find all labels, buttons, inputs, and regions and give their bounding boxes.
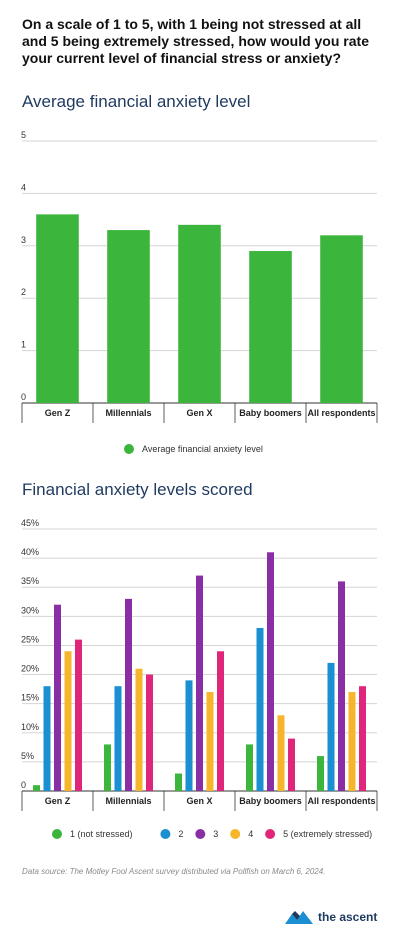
bar-3-millennials bbox=[125, 598, 132, 791]
y-tick-label: 30% bbox=[21, 605, 39, 615]
y-tick-label: 3 bbox=[21, 235, 26, 245]
x-category-label: Millennials bbox=[105, 408, 151, 418]
legend-marker-average-financial-anxiety-level bbox=[124, 444, 134, 454]
y-tick-label: 1 bbox=[21, 340, 26, 350]
x-category-label: Millennials bbox=[105, 796, 151, 806]
legend-marker-5-extremely-stressed bbox=[265, 829, 276, 839]
bar-4-baby-boomers bbox=[277, 715, 285, 791]
bar-2-millennials bbox=[114, 686, 122, 791]
chart-2-title: Financial anxiety levels scored bbox=[22, 480, 253, 499]
legend-marker-1-not-stressed bbox=[52, 829, 62, 839]
bar-4-gen-x bbox=[206, 692, 214, 791]
y-tick-label: 25% bbox=[21, 634, 39, 644]
y-tick-label: 35% bbox=[21, 576, 39, 586]
bar-1-not-stressed-millennials bbox=[104, 744, 111, 791]
bar-1-not-stressed-baby-boomers bbox=[246, 744, 253, 791]
x-category-label: Gen X bbox=[186, 408, 212, 418]
bar-3-all-respondents bbox=[338, 581, 345, 791]
bar-2-baby-boomers bbox=[256, 627, 264, 791]
bar-3-gen-z bbox=[54, 604, 61, 791]
y-tick-label: 15% bbox=[21, 693, 39, 703]
average-anxiety-chart: 0 1 2 3 4 5 Gen Z Millennials Gen X Baby boomers A… bbox=[21, 130, 378, 454]
bar-5-extremely-stressed-gen-z bbox=[75, 639, 82, 791]
bar-2-gen-x bbox=[185, 680, 193, 791]
bar-average-financial-anxiety-level-gen-z bbox=[36, 214, 79, 403]
y-tick-label: 0 bbox=[21, 780, 26, 790]
logo-text: the ascent bbox=[318, 910, 378, 924]
bar-4-gen-z bbox=[64, 651, 72, 791]
legend-label-5-extremely-stressed: 5 (extremely stressed) bbox=[283, 829, 372, 839]
x-category-label: Gen Z bbox=[45, 796, 71, 806]
legend-label-average-financial-anxiety-level: Average financial anxiety level bbox=[142, 444, 263, 454]
x-category-label: Gen Z bbox=[45, 408, 71, 418]
bar-5-extremely-stressed-all-respondents bbox=[359, 686, 366, 791]
bar-average-financial-anxiety-level-all-respondents bbox=[320, 235, 363, 403]
x-category-label: Gen X bbox=[186, 796, 212, 806]
data-source-note: Data source: The Motley Fool Ascent surv… bbox=[22, 867, 326, 876]
x-category-label: All respondents bbox=[307, 408, 375, 418]
y-tick-label: 5 bbox=[21, 130, 26, 140]
bar-2-all-respondents bbox=[327, 662, 335, 791]
bar-average-financial-anxiety-level-baby-boomers bbox=[249, 251, 292, 403]
the-ascent-logo: the ascent bbox=[284, 909, 377, 925]
y-tick-label: 10% bbox=[21, 722, 39, 732]
y-tick-label: 2 bbox=[21, 287, 26, 297]
bar-1-not-stressed-all-respondents bbox=[317, 756, 324, 791]
bar-average-financial-anxiety-level-gen-x bbox=[178, 224, 221, 403]
y-tick-label: 20% bbox=[21, 664, 39, 674]
legend-marker-3 bbox=[195, 829, 206, 839]
y-tick-label: 0 bbox=[21, 392, 26, 402]
legend-label-3: 3 bbox=[213, 829, 218, 839]
bar-5-extremely-stressed-baby-boomers bbox=[288, 738, 295, 791]
bar-1-not-stressed-gen-z bbox=[33, 785, 40, 791]
bar-5-extremely-stressed-millennials bbox=[146, 674, 153, 791]
ascent-logo-icon bbox=[285, 911, 313, 924]
legend-marker-2 bbox=[160, 829, 171, 839]
legend-label-4: 4 bbox=[248, 829, 253, 839]
y-tick-label: 40% bbox=[21, 547, 39, 557]
bar-3-gen-x bbox=[196, 575, 203, 791]
y-tick-label: 5% bbox=[21, 751, 34, 761]
x-category-label: All respondents bbox=[307, 796, 375, 806]
legend-label-2: 2 bbox=[178, 829, 183, 839]
bar-5-extremely-stressed-gen-x bbox=[217, 651, 224, 791]
bar-4-all-respondents bbox=[348, 692, 356, 791]
bar-1-not-stressed-gen-x bbox=[175, 773, 182, 791]
x-category-label: Baby boomers bbox=[239, 796, 302, 806]
legend-label-1-not-stressed: 1 (not stressed) bbox=[70, 829, 133, 839]
bar-2-gen-z bbox=[43, 686, 51, 791]
chart-1-title: Average financial anxiety level bbox=[22, 92, 251, 111]
bar-average-financial-anxiety-level-millennials bbox=[107, 230, 150, 403]
y-tick-label: 4 bbox=[21, 182, 26, 192]
x-category-label: Baby boomers bbox=[239, 408, 302, 418]
bar-4-millennials bbox=[135, 668, 143, 791]
legend-marker-4 bbox=[230, 829, 241, 839]
survey-question: On a scale of 1 to 5, with 1 being not s… bbox=[22, 16, 369, 66]
bar-3-baby-boomers bbox=[267, 552, 274, 791]
y-tick-label: 45% bbox=[21, 518, 39, 528]
anxiety-levels-chart: 0 5% 10% 15% 20% 25% 30% 35% 40% 45% Gen Z Millenni… bbox=[21, 518, 378, 839]
